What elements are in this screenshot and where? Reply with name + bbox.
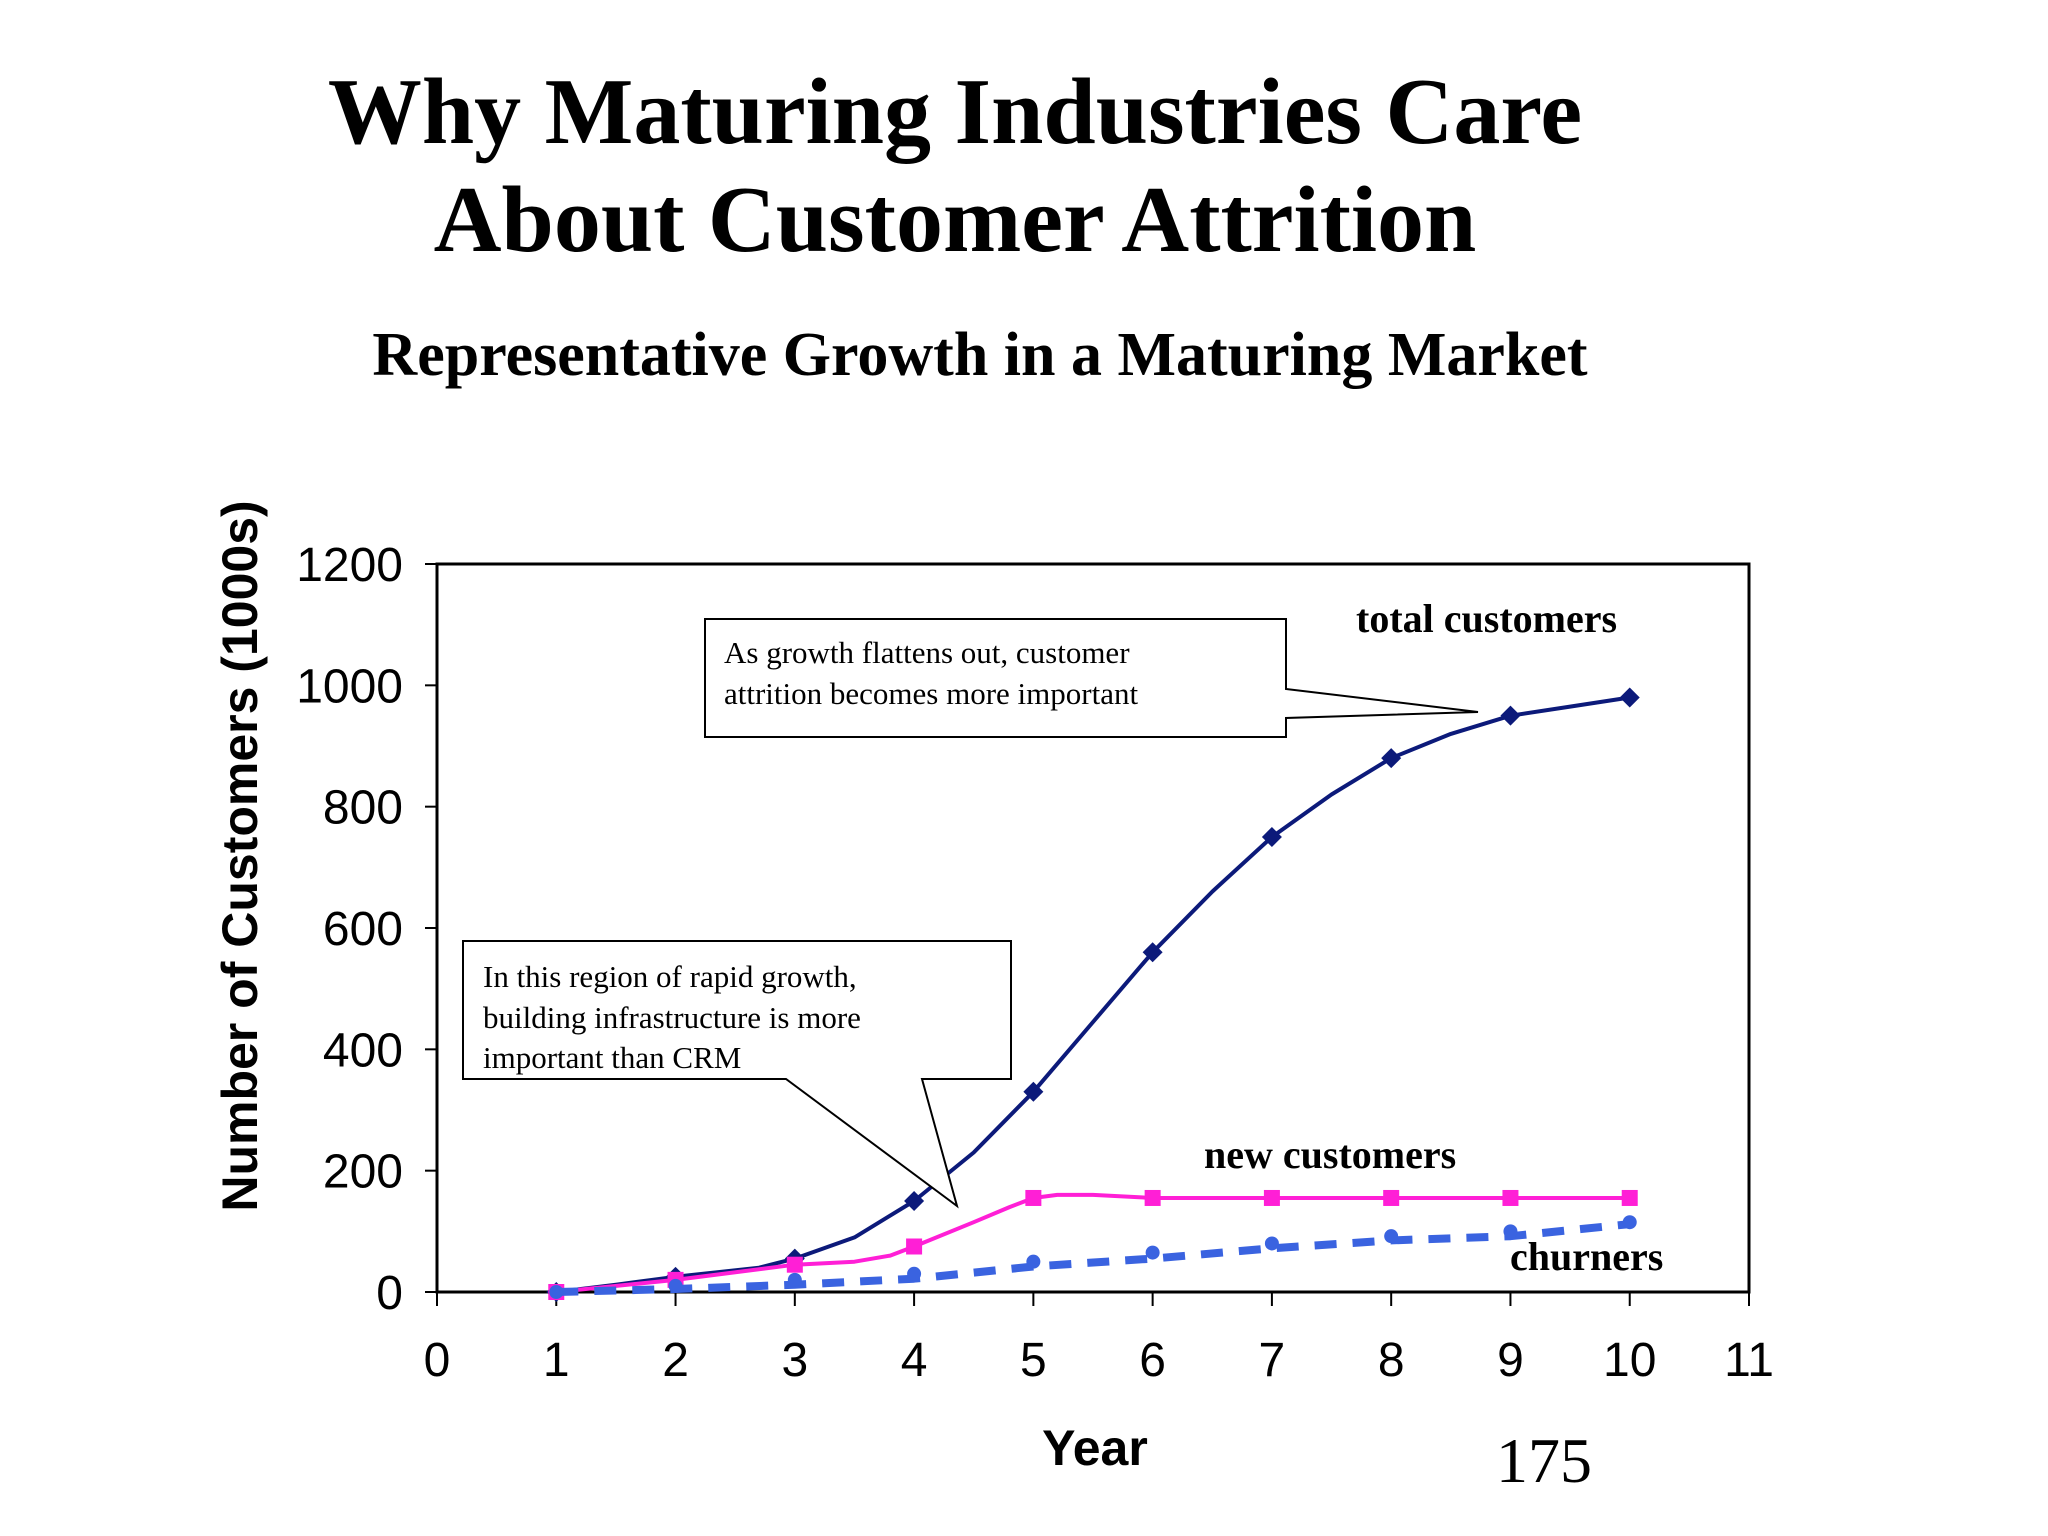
data-point-total-customers: [1023, 1081, 1044, 1102]
data-point-total-customers: [1381, 748, 1402, 769]
y-tick-label: 400: [323, 1024, 403, 1077]
data-point-total-customers: [904, 1191, 925, 1211]
x-tick-label: 10: [1603, 1334, 1656, 1387]
data-point-total-customers: [1619, 687, 1640, 708]
y-tick-label: 600: [323, 903, 403, 956]
data-point-new-customers: [1502, 1189, 1519, 1206]
callout-rapid-growth-line2: building infrastructure is more: [483, 1000, 861, 1035]
series-line-new-customers: [556, 1192, 1630, 1294]
label-churners: churners: [1510, 1234, 1663, 1279]
data-point-new-customers: [1383, 1189, 1400, 1206]
data-point-churners: [549, 1285, 564, 1299]
callout-late-growth: As growth flattens out, customer attriti…: [704, 618, 1479, 738]
data-point-churners: [787, 1272, 802, 1287]
data-point-churners: [1622, 1215, 1637, 1230]
x-tick-label: 6: [1139, 1334, 1166, 1387]
callout-rapid-growth: In this region of rapid growth, building…: [462, 940, 1012, 1209]
data-point-new-customers: [1025, 1189, 1042, 1206]
y-axis-title: Number of Customers (1000s): [212, 500, 268, 1211]
page-number: 175: [1496, 1425, 1592, 1496]
y-axis: 0 200 400 600 800 1000 1200: [296, 539, 437, 1320]
data-point-total-customers: [1142, 942, 1163, 963]
x-tick-label: 0: [424, 1334, 451, 1387]
data-point-new-customers: [1144, 1189, 1161, 1206]
y-tick-label: 800: [323, 782, 403, 835]
x-tick-label: 4: [901, 1334, 928, 1387]
x-tick-label: 8: [1378, 1334, 1405, 1387]
x-tick-label: 9: [1497, 1334, 1524, 1387]
x-axis: 0 1 2 3 4 5 6 7 8 9 10 11: [424, 1292, 1774, 1387]
slide-title-line2: About Customer Attrition: [433, 168, 1477, 272]
label-total-customers: total customers: [1356, 596, 1617, 641]
x-tick-label: 1: [543, 1334, 570, 1387]
x-tick-label: 5: [1020, 1334, 1047, 1387]
slide-title-line1: Why Maturing Industries Care: [327, 60, 1583, 164]
slide-title: Why Maturing Industries Care About Custo…: [0, 58, 1910, 274]
data-point-new-customers: [1263, 1189, 1280, 1206]
callout-rapid-growth-line3: important than CRM: [483, 1040, 741, 1075]
callout-late-growth-line2: attrition becomes more important: [724, 676, 1138, 711]
y-tick-label: 1200: [296, 539, 403, 592]
series-layer: [546, 687, 1640, 1302]
data-point-total-customers: [1261, 827, 1282, 847]
callout-rapid-growth-line1: In this region of rapid growth,: [483, 959, 857, 994]
series-line-churners: [556, 1220, 1631, 1296]
x-tick-label: 7: [1259, 1334, 1286, 1387]
data-point-new-customers: [786, 1256, 803, 1273]
x-axis-title: Year: [1042, 1420, 1148, 1476]
x-tick-label: 11: [1724, 1334, 1774, 1387]
data-point-churners: [1503, 1224, 1518, 1239]
data-point-churners: [1145, 1245, 1160, 1260]
callout-late-growth-box: [704, 618, 1479, 738]
data-point-total-customers: [1500, 705, 1521, 726]
callout-rapid-growth-box: [462, 940, 1012, 1209]
x-tick-label: 2: [662, 1334, 689, 1387]
data-point-new-customers: [906, 1238, 923, 1255]
series-new-customers: [548, 1189, 1638, 1300]
data-point-churners: [668, 1278, 683, 1293]
series-churners: [549, 1215, 1637, 1299]
y-tick-label: 200: [323, 1146, 403, 1199]
y-tick-label: 0: [376, 1267, 403, 1320]
x-tick-label: 3: [781, 1334, 808, 1387]
data-point-new-customers: [1621, 1189, 1638, 1206]
callout-late-growth-line1: As growth flattens out, customer: [724, 635, 1130, 670]
data-point-churners: [1384, 1229, 1399, 1244]
y-tick-label: 1000: [296, 660, 403, 713]
data-point-churners: [907, 1266, 922, 1281]
chart-subtitle: Representative Growth in a Maturing Mark…: [372, 321, 1588, 389]
data-point-churners: [1264, 1236, 1279, 1251]
data-point-churners: [1026, 1254, 1041, 1269]
label-new-customers: new customers: [1204, 1132, 1456, 1177]
